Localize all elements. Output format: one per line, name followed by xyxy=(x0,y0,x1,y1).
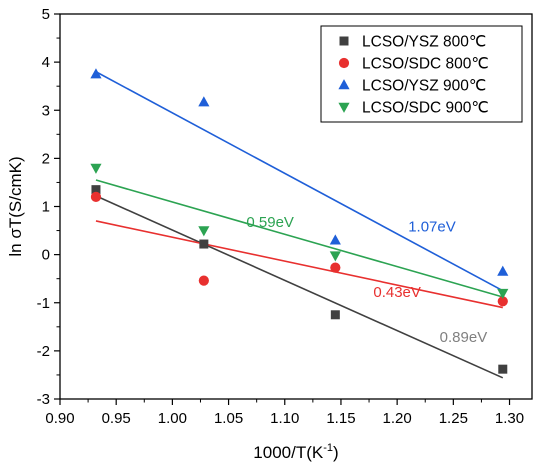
data-point-s3-2 xyxy=(329,251,341,262)
data-point-s2-1 xyxy=(198,96,210,107)
data-point-s0-0 xyxy=(91,185,101,195)
x-axis-title-sup: -1 xyxy=(323,442,333,454)
fit-label-1: 0.43eV xyxy=(373,284,421,301)
legend-label-0: LCSO/YSZ 800℃ xyxy=(362,34,486,51)
fit-line-0 xyxy=(95,195,504,379)
data-point-s0-1 xyxy=(199,239,209,249)
x-tick-label: 1.10 xyxy=(270,410,299,427)
legend-box xyxy=(320,25,523,123)
fit-line-3 xyxy=(95,179,504,298)
legend-marker-0 xyxy=(339,36,349,46)
ticks-layer xyxy=(54,13,511,405)
x-axis-title-end: ) xyxy=(333,443,339,462)
x-tick-label: 0.95 xyxy=(102,410,131,427)
fit-line-2 xyxy=(95,71,504,292)
x-tick-label: 1.00 xyxy=(158,410,187,427)
data-point-s3-1 xyxy=(198,226,210,237)
data-point-s1-3 xyxy=(497,296,508,307)
y-tick-label: 5 xyxy=(42,6,50,23)
data-point-s1-0 xyxy=(90,191,102,202)
data-point-s3-0 xyxy=(90,163,102,174)
data-point-s2-2 xyxy=(329,234,341,245)
fit-label-2: 1.07eV xyxy=(408,219,456,236)
fit-label-3: 0.59eV xyxy=(246,214,294,231)
x-tick-label: 1.30 xyxy=(495,410,524,427)
legend-marker-3 xyxy=(338,102,350,113)
data-point-s3-3 xyxy=(497,288,509,299)
data-point-s2-3 xyxy=(497,265,509,276)
legend-marker-2 xyxy=(338,79,350,90)
x-axis-title-main: 1000/T(K xyxy=(253,443,324,462)
fit-line-1 xyxy=(95,220,503,309)
y-tick-label: -1 xyxy=(37,295,50,312)
data-point-s0-3 xyxy=(498,364,508,374)
x-tick-label: 1.25 xyxy=(439,410,468,427)
x-tick-label: 1.05 xyxy=(214,410,243,427)
y-axis-title: ln σT(S/cmK) xyxy=(6,156,25,256)
y-tick-label: 1 xyxy=(42,199,50,216)
legend: LCSO/YSZ 800℃ LCSO/SDC 800℃ LCSO/YSZ 900℃ L… xyxy=(320,25,523,123)
data-point-s1-2 xyxy=(330,262,341,273)
labels-layer: 0.90 0.95 1.00 1.05 1.10 1.15 1.20 1.25 1.30 -3 -2… xyxy=(6,6,524,462)
legend-marker-1 xyxy=(338,57,350,69)
fit-label-0: 0.89eV xyxy=(440,329,488,346)
y-tick-label: -2 xyxy=(37,343,50,360)
data-point-s2-0 xyxy=(90,68,102,79)
fit-lines-layer xyxy=(95,71,504,379)
y-tick-label: 2 xyxy=(42,150,50,167)
data-point-s0-2 xyxy=(330,310,340,320)
data-points-layer xyxy=(90,68,509,374)
y-tick-label: 0 xyxy=(42,247,50,264)
y-tick-label: 3 xyxy=(42,102,50,119)
x-tick-label: 1.20 xyxy=(383,410,412,427)
legend-label-1: LCSO/SDC 800℃ xyxy=(362,56,489,73)
legend-label-3: LCSO/SDC 900℃ xyxy=(362,100,489,117)
y-tick-label: 4 xyxy=(42,54,50,71)
data-point-s1-1 xyxy=(198,275,209,286)
x-axis-title: 1000/T(K-1) xyxy=(253,442,338,462)
x-tick-label: 1.15 xyxy=(326,410,355,427)
y-tick-label: -3 xyxy=(37,391,50,408)
legend-label-2: LCSO/YSZ 900℃ xyxy=(362,78,486,95)
x-tick-label: 0.90 xyxy=(45,410,74,427)
